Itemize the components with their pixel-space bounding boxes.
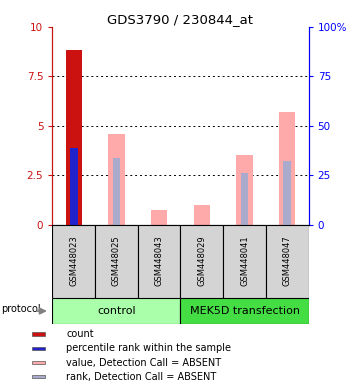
Bar — [52, 298, 180, 324]
Title: GDS3790 / 230844_at: GDS3790 / 230844_at — [108, 13, 253, 26]
Bar — [266, 225, 309, 298]
Bar — [241, 173, 248, 225]
Text: GSM448043: GSM448043 — [155, 236, 164, 286]
Bar — [95, 225, 138, 298]
Text: GSM448041: GSM448041 — [240, 236, 249, 286]
Text: value, Detection Call = ABSENT: value, Detection Call = ABSENT — [66, 358, 221, 367]
Text: GSM448025: GSM448025 — [112, 236, 121, 286]
Bar — [32, 361, 45, 364]
Bar — [113, 158, 120, 225]
Bar — [138, 225, 180, 298]
Text: percentile rank within the sample: percentile rank within the sample — [66, 343, 231, 353]
Bar — [32, 375, 45, 379]
Bar — [32, 333, 45, 336]
Text: GSM448047: GSM448047 — [283, 236, 292, 286]
Bar — [70, 147, 78, 225]
Bar — [52, 225, 95, 298]
Bar — [283, 161, 291, 225]
Bar — [194, 205, 210, 225]
Bar — [151, 210, 167, 225]
Bar — [108, 134, 125, 225]
Bar — [223, 225, 266, 298]
Text: control: control — [97, 306, 136, 316]
Bar — [180, 298, 309, 324]
Bar — [236, 156, 253, 225]
Text: GSM448023: GSM448023 — [69, 236, 78, 286]
Text: protocol: protocol — [1, 304, 41, 314]
Text: count: count — [66, 329, 94, 339]
Text: rank, Detection Call = ABSENT: rank, Detection Call = ABSENT — [66, 372, 216, 382]
Text: MEK5D transfection: MEK5D transfection — [190, 306, 300, 316]
Bar — [66, 50, 82, 225]
Text: GSM448029: GSM448029 — [197, 236, 206, 286]
Bar — [279, 112, 295, 225]
Bar — [180, 225, 223, 298]
Bar — [32, 347, 45, 350]
